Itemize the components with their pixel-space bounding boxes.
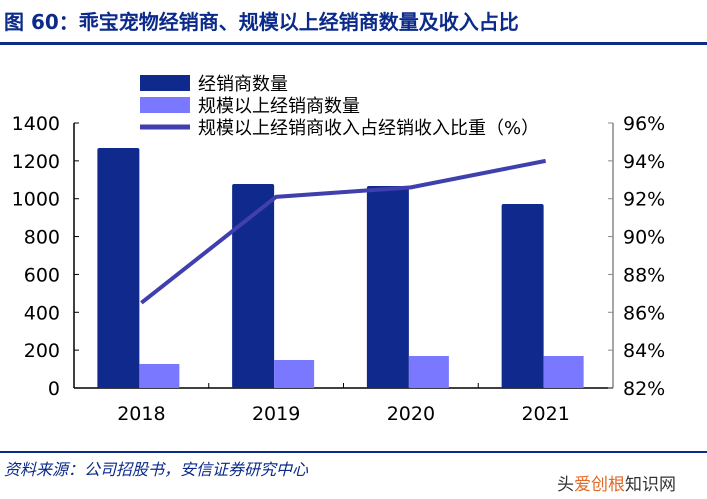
legend-label: 规模以上经销商收入占经销收入比重（%） bbox=[198, 118, 539, 139]
source-divider bbox=[0, 451, 707, 453]
watermark: 头爱创根知识网 bbox=[557, 475, 676, 495]
right-tick-label: 90% bbox=[623, 227, 665, 249]
legend-swatch bbox=[140, 75, 190, 91]
right-tick-label: 96% bbox=[623, 113, 665, 135]
left-tick-label: 200 bbox=[24, 340, 60, 362]
x-tick-label: 2018 bbox=[117, 403, 165, 425]
figure-title: 图 60：乖宝宠物经销商、规模以上经销商数量及收入占比 bbox=[4, 10, 519, 34]
chart: 0 200 400 600 800 1000 1200 1400 82% 84% 86% 88% 90%… bbox=[12, 74, 666, 425]
left-tick-label: 600 bbox=[24, 264, 60, 286]
source-note: 资料来源：公司招股书，安信证券研究中心 bbox=[4, 460, 309, 479]
bar-distributors bbox=[501, 204, 544, 388]
x-tick-label: 2019 bbox=[252, 403, 300, 425]
title-divider bbox=[0, 42, 707, 45]
bar-large-distributors bbox=[408, 356, 449, 388]
right-tick-label: 82% bbox=[623, 378, 665, 400]
right-tick-label: 94% bbox=[623, 151, 665, 173]
bar-distributors bbox=[97, 147, 140, 388]
left-tick-label: 0 bbox=[48, 378, 60, 400]
bar-distributors bbox=[232, 183, 275, 388]
left-tick-label: 1000 bbox=[12, 189, 60, 211]
bar-large-distributors bbox=[274, 359, 315, 388]
right-tick-label: 86% bbox=[623, 302, 665, 324]
x-tick-label: 2021 bbox=[521, 403, 569, 425]
left-tick-label: 1400 bbox=[12, 113, 60, 135]
line-revenue-share bbox=[140, 158, 547, 305]
left-tick-label: 400 bbox=[24, 302, 60, 324]
right-tick-label: 84% bbox=[623, 340, 665, 362]
legend-swatch bbox=[140, 97, 190, 113]
legend-label: 规模以上经销商数量 bbox=[198, 96, 360, 117]
bar-large-distributors bbox=[543, 356, 584, 388]
bar-large-distributors bbox=[139, 363, 180, 388]
bar-distributors bbox=[366, 186, 409, 388]
right-tick-label: 92% bbox=[623, 189, 665, 211]
x-tick-label: 2020 bbox=[387, 403, 435, 425]
right-tick-label: 88% bbox=[623, 264, 665, 286]
legend-label: 经销商数量 bbox=[198, 74, 288, 95]
left-tick-label: 800 bbox=[24, 227, 60, 249]
left-tick-label: 1200 bbox=[12, 151, 60, 173]
